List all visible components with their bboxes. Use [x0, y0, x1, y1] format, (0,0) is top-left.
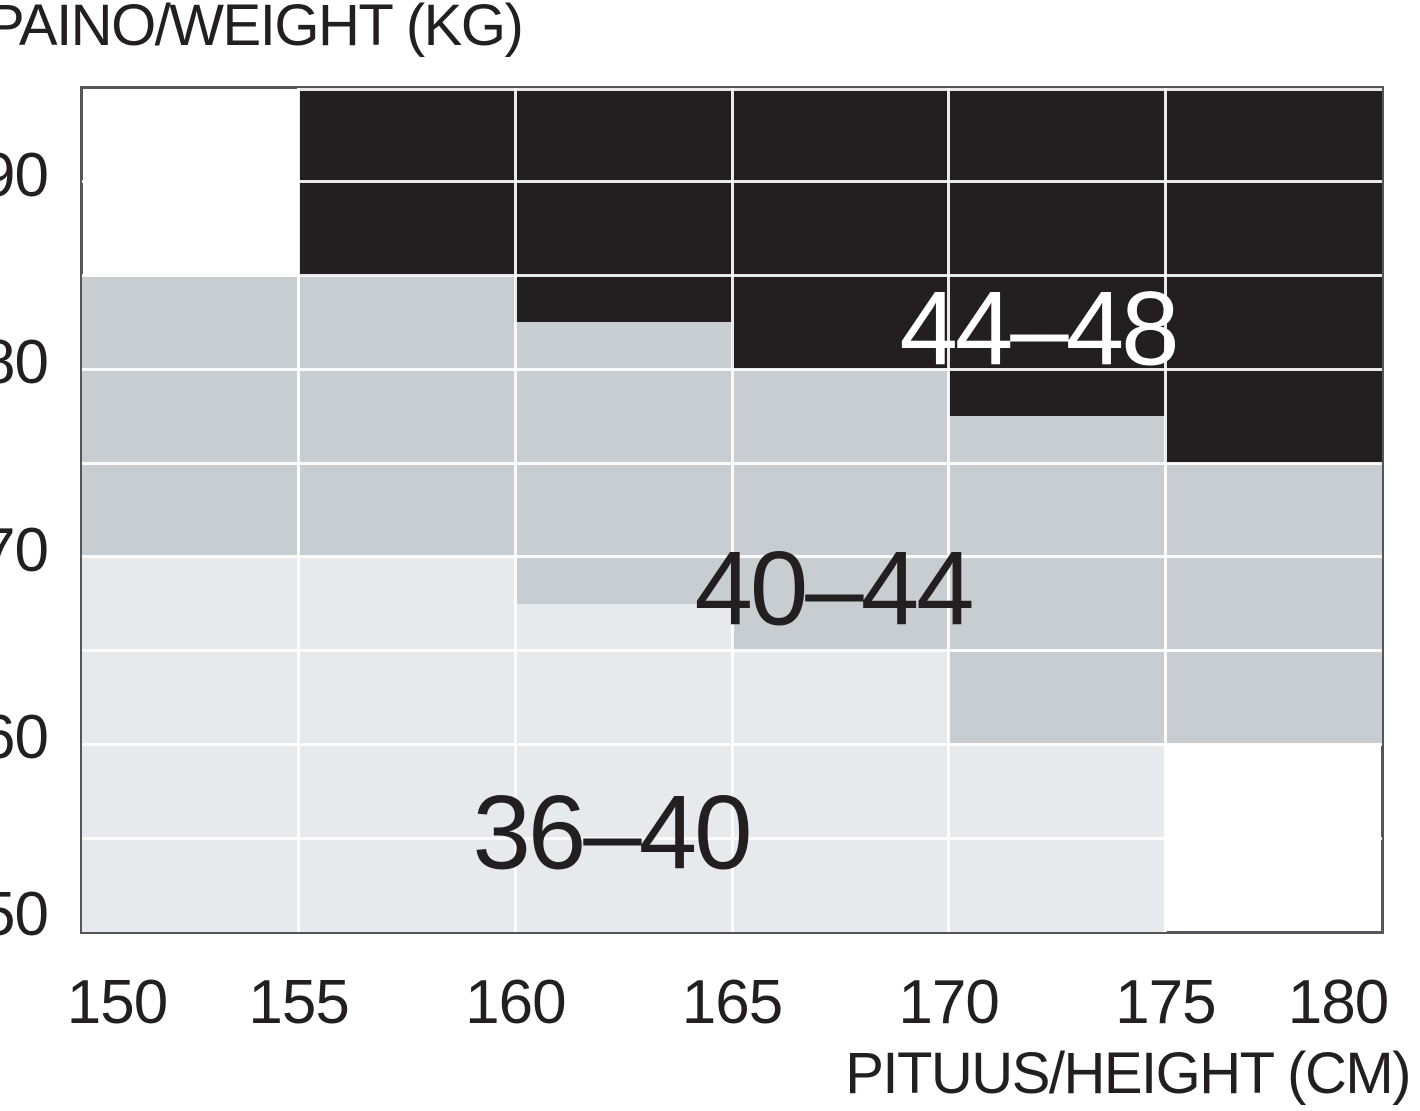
y-tick-label: 90: [0, 140, 49, 210]
size-cell: [948, 416, 1166, 745]
size-cell: [948, 88, 1166, 417]
x-tick-label: 155: [248, 968, 349, 1037]
size-label-44-48: 44–48: [899, 270, 1180, 388]
size-cell: [298, 275, 516, 557]
x-tick-label: 170: [898, 968, 999, 1037]
y-tick-label: 60: [0, 703, 49, 773]
gridline-vertical: [297, 88, 301, 932]
plot-area: 44–48 40–44 36–40: [80, 86, 1384, 934]
size-cell: [515, 88, 732, 323]
size-cell: [515, 603, 732, 932]
x-axis-title: PITUUS/HEIGHT (CM): [845, 1041, 1411, 1106]
size-label-36-40: 36–40: [472, 774, 753, 892]
y-tick-label: 80: [0, 328, 49, 398]
size-cell: [1165, 463, 1382, 745]
size-cell: [732, 369, 949, 651]
x-tick-label: 165: [681, 968, 783, 1037]
y-tick-label: 70: [0, 515, 49, 585]
gridline-vertical: [730, 88, 734, 932]
size-cell: [82, 275, 299, 557]
size-cell: [732, 88, 949, 370]
y-tick-label: 50: [0, 880, 49, 949]
x-tick-label: 150: [66, 968, 168, 1037]
size-label-40-44: 40–44: [694, 530, 975, 648]
chart-title: PAINO/WEIGHT (KG): [0, 0, 524, 58]
top-edge-highlight: [298, 88, 1382, 91]
x-tick-label: 175: [1115, 968, 1216, 1037]
gridline-vertical: [1163, 88, 1167, 932]
x-tick-label: 180: [1287, 968, 1389, 1037]
x-tick-label: 160: [465, 968, 566, 1037]
size-cell: [732, 650, 949, 932]
gridline-vertical: [947, 88, 951, 932]
gridline-vertical: [513, 88, 517, 932]
